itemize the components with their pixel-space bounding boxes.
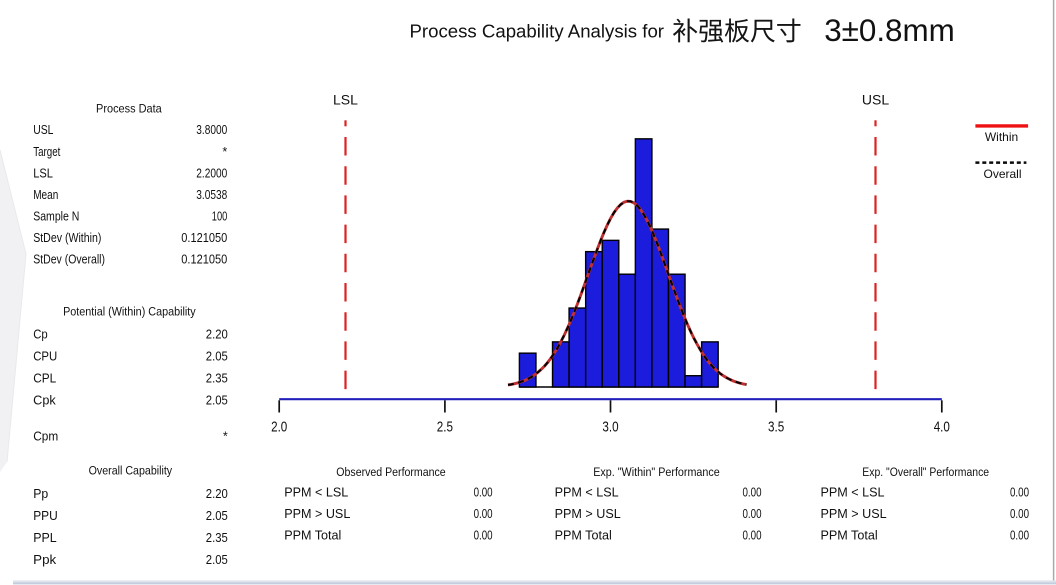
svg-text:Cpm: Cpm <box>33 430 58 444</box>
svg-text:2.35: 2.35 <box>206 372 228 386</box>
svg-text:PPM > USL: PPM > USL <box>284 507 350 521</box>
svg-text:0.00: 0.00 <box>1010 529 1029 543</box>
svg-text:PPM Total: PPM Total <box>821 529 878 543</box>
svg-text:Overall: Overall <box>983 167 1021 181</box>
svg-text:2.05: 2.05 <box>206 349 228 363</box>
svg-text:LSL: LSL <box>33 166 53 180</box>
svg-text:PPM < LSL: PPM < LSL <box>284 485 348 499</box>
svg-text:USL: USL <box>862 91 889 107</box>
svg-text:3.0: 3.0 <box>602 418 618 435</box>
svg-text:2.05: 2.05 <box>206 553 228 567</box>
svg-text:2.5: 2.5 <box>437 418 453 435</box>
svg-text:*: * <box>222 145 227 159</box>
svg-text:Process Data: Process Data <box>96 101 162 115</box>
svg-text:Cp: Cp <box>33 327 48 341</box>
svg-text:2.0: 2.0 <box>271 418 287 435</box>
svg-text:PPM > USL: PPM > USL <box>555 507 621 521</box>
svg-text:3.0538: 3.0538 <box>196 188 227 202</box>
svg-text:CPL: CPL <box>33 372 56 386</box>
svg-text:PPL: PPL <box>33 531 57 545</box>
svg-text:100: 100 <box>212 209 228 223</box>
svg-text:StDev (Overall): StDev (Overall) <box>33 253 105 267</box>
svg-text:0.00: 0.00 <box>474 507 493 521</box>
svg-text:0.00: 0.00 <box>474 529 493 543</box>
svg-text:2.20: 2.20 <box>206 327 228 341</box>
svg-text:Target: Target <box>33 145 61 159</box>
svg-text:0.00: 0.00 <box>743 485 762 499</box>
svg-text:0.00: 0.00 <box>474 485 493 499</box>
svg-text:3.5: 3.5 <box>768 418 784 435</box>
svg-text:0.00: 0.00 <box>1010 507 1029 521</box>
svg-text:PPM < LSL: PPM < LSL <box>555 485 619 499</box>
svg-text:PPM Total: PPM Total <box>555 529 612 543</box>
svg-text:Process Capability Analysis fo: Process Capability Analysis for <box>410 20 665 41</box>
svg-text:2.20: 2.20 <box>206 487 228 501</box>
svg-text:2.05: 2.05 <box>206 509 228 523</box>
svg-text:0.121050: 0.121050 <box>181 231 227 245</box>
svg-text:0.00: 0.00 <box>1010 485 1029 499</box>
svg-text:Exp. "Within" Performance: Exp. "Within" Performance <box>593 465 720 479</box>
svg-text:PPM Total: PPM Total <box>284 529 341 543</box>
svg-text:PPM < LSL: PPM < LSL <box>821 485 885 499</box>
svg-text:Observed Performance: Observed Performance <box>336 465 446 479</box>
svg-text:Potential (Within) Capability: Potential (Within) Capability <box>63 304 196 318</box>
svg-text:3±0.8mm: 3±0.8mm <box>824 13 955 48</box>
svg-text:PPU: PPU <box>33 509 58 523</box>
svg-text:CPU: CPU <box>33 349 57 363</box>
svg-text:2.35: 2.35 <box>206 531 228 545</box>
svg-text:PPM > USL: PPM > USL <box>821 507 887 521</box>
svg-text:StDev (Within): StDev (Within) <box>33 231 101 245</box>
svg-text:*: * <box>223 430 228 444</box>
svg-text:Within: Within <box>985 130 1018 144</box>
svg-text:2.2000: 2.2000 <box>196 166 227 180</box>
svg-text:Overall Capability: Overall Capability <box>89 463 173 477</box>
svg-text:Cpk: Cpk <box>33 394 56 408</box>
svg-text:Sample N: Sample N <box>33 209 79 223</box>
svg-text:Mean: Mean <box>33 188 58 202</box>
svg-text:3.8000: 3.8000 <box>196 123 227 137</box>
svg-text:LSL: LSL <box>333 91 358 107</box>
svg-text:0.121050: 0.121050 <box>181 253 227 267</box>
svg-text:Ppk: Ppk <box>33 553 57 567</box>
svg-text:Exp. "Overall" Performance: Exp. "Overall" Performance <box>862 465 989 479</box>
svg-text:Pp: Pp <box>33 487 48 501</box>
svg-text:4.0: 4.0 <box>934 418 950 435</box>
svg-text:0.00: 0.00 <box>743 529 762 543</box>
svg-text:USL: USL <box>33 123 53 137</box>
svg-text:0.00: 0.00 <box>743 507 762 521</box>
svg-text:2.05: 2.05 <box>206 394 228 408</box>
